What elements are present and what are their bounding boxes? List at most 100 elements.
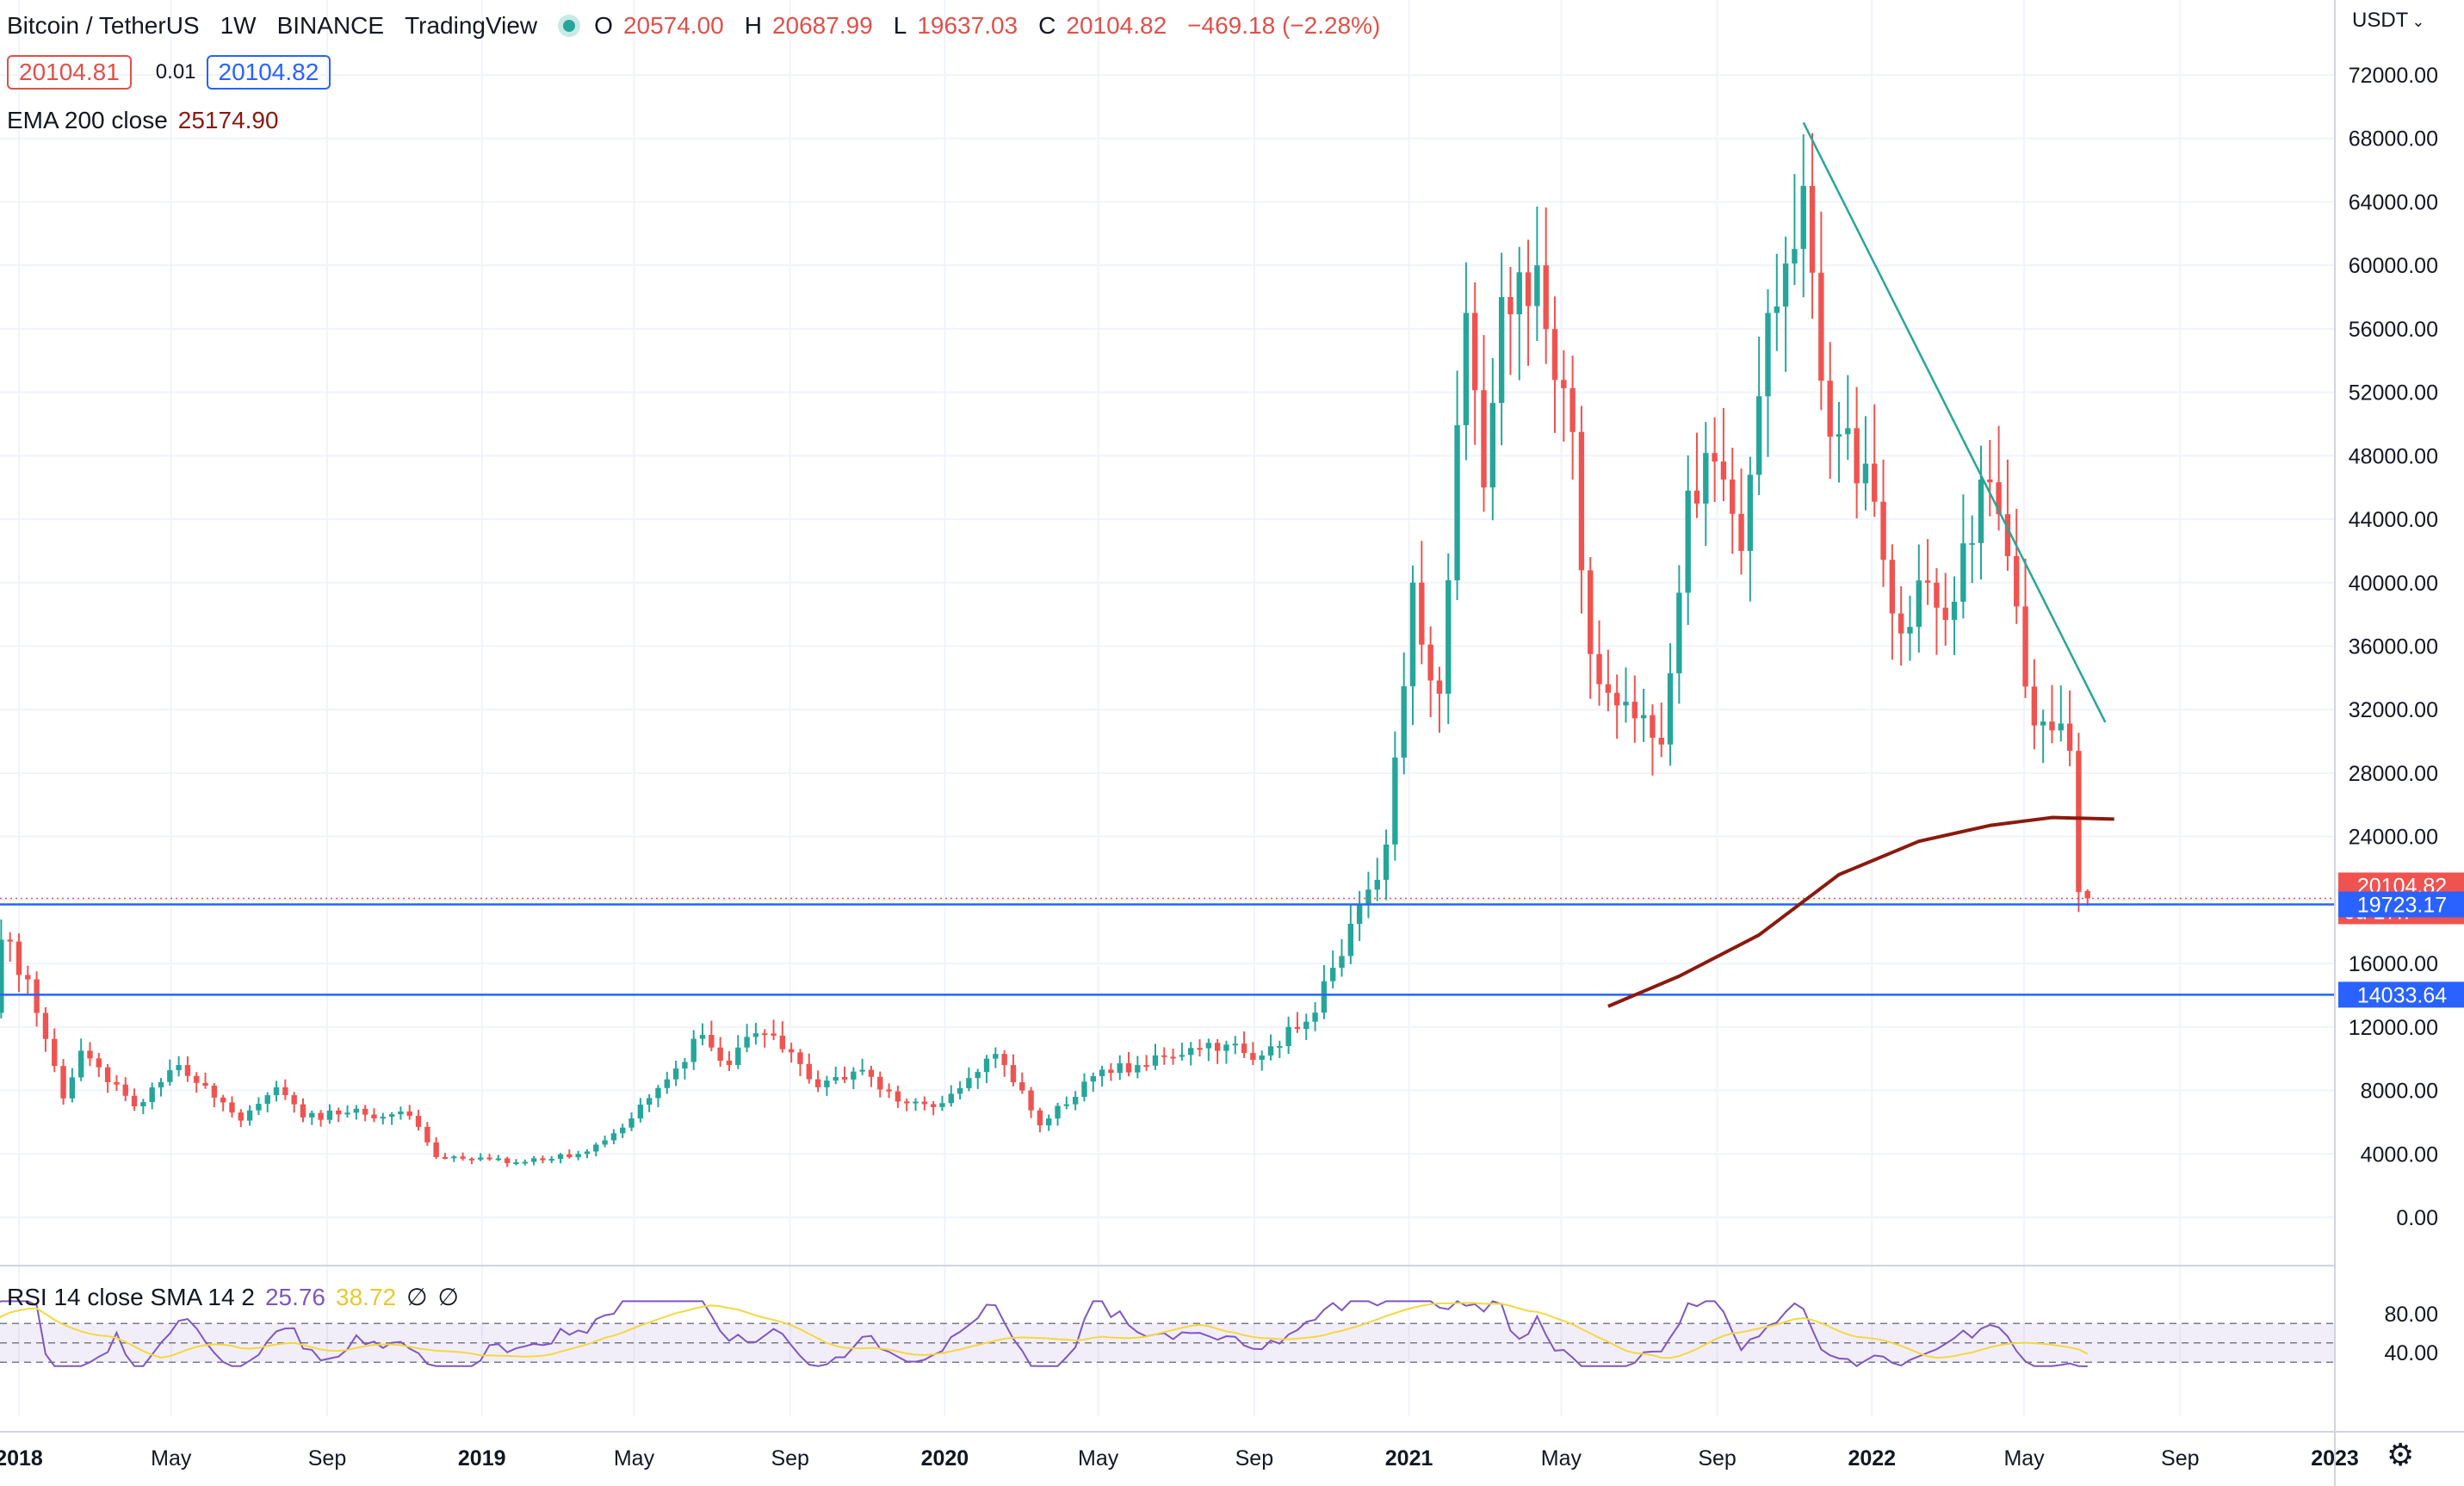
settings-gear-icon[interactable]: ⚙	[2387, 1437, 2415, 1472]
candle-body	[1436, 680, 1443, 694]
candle-body	[1108, 1069, 1114, 1074]
rsi-legend[interactable]: RSI 14 close SMA 14 2 25.76 38.72 ∅ ∅	[7, 1283, 469, 1311]
price-tick-label: 48000.00	[2349, 444, 2438, 468]
ask-button[interactable]: 20104.82	[206, 55, 331, 90]
price-tick-label: 72000.00	[2349, 64, 2438, 88]
candle-body	[131, 1095, 138, 1106]
candle-body	[1001, 1054, 1007, 1066]
time-tick-label: May	[1541, 1446, 1582, 1471]
candle-body	[158, 1081, 164, 1088]
candle-body	[788, 1049, 795, 1053]
candle-body	[1551, 329, 1558, 381]
candle-body	[877, 1076, 883, 1090]
ema-legend[interactable]: EMA 200 close 25174.90	[7, 107, 289, 134]
candle-body	[1170, 1056, 1176, 1059]
candle-body	[1969, 542, 1975, 545]
candle-body	[1046, 1118, 1052, 1126]
candle-body	[1454, 424, 1460, 580]
time-tick-label: 2018	[0, 1446, 43, 1471]
candle-body	[1942, 607, 1948, 621]
candle-body	[1312, 1012, 1318, 1022]
candle-body	[1631, 702, 1638, 719]
candle-body	[948, 1093, 954, 1104]
candle-body	[495, 1158, 502, 1161]
candle-body	[1143, 1065, 1149, 1068]
price-tick-label: 56000.00	[2349, 318, 2438, 342]
candle-body	[291, 1095, 297, 1105]
candle-body	[2031, 686, 2038, 726]
candle-body	[1880, 501, 1886, 560]
candle-body	[1330, 968, 1336, 981]
candle-body	[726, 1060, 733, 1066]
candle-body	[602, 1140, 608, 1145]
candle-body	[993, 1054, 999, 1059]
candle-body	[1747, 474, 1754, 551]
time-tick-label: May	[614, 1446, 655, 1471]
candle-body	[771, 1033, 777, 1036]
symbol-legend[interactable]: Bitcoin / TetherUS 1W BINANCE TradingVie…	[7, 12, 1390, 40]
data-source: TradingView	[405, 12, 538, 39]
ohlc-low: L 19637.03	[893, 12, 1018, 39]
candle-body	[593, 1144, 599, 1152]
ema-label: EMA 200 close	[7, 107, 168, 133]
price-tick-label: 32000.00	[2349, 698, 2438, 722]
candle-body	[326, 1110, 333, 1120]
rsi-label: RSI 14 close SMA 14 2	[7, 1283, 255, 1310]
candle-body	[1650, 715, 1656, 738]
candle-body	[176, 1065, 182, 1071]
candle-body	[442, 1156, 449, 1159]
spread-value: 0.01	[155, 60, 196, 84]
ema-200-line	[1607, 815, 2114, 1008]
candle-body	[1588, 570, 1594, 654]
candle-body	[1401, 686, 1407, 758]
candle-body	[1934, 582, 1940, 608]
candle-body	[2022, 606, 2028, 687]
candle-body	[318, 1112, 324, 1120]
candle-body	[548, 1158, 554, 1161]
candle-body	[2084, 890, 2090, 899]
candle-body	[380, 1117, 386, 1119]
candle-body	[1640, 715, 1647, 719]
candle-body	[1987, 479, 1993, 483]
candle-body	[983, 1058, 990, 1073]
candle-body	[1613, 692, 1620, 706]
candle-body	[904, 1101, 910, 1104]
candle-body	[264, 1095, 270, 1105]
candle-body	[371, 1114, 377, 1119]
candle-body	[1419, 582, 1425, 645]
candle-body	[1125, 1062, 1132, 1073]
candle-body	[655, 1087, 661, 1099]
bid-button[interactable]: 20104.81	[7, 55, 132, 90]
candle-body	[406, 1111, 412, 1117]
candle-body	[699, 1035, 706, 1039]
candle-body	[77, 1050, 84, 1078]
candle-body	[1996, 482, 2002, 515]
candles-series	[0, 133, 2090, 1167]
time-tick-label: 2020	[921, 1446, 969, 1471]
candle-body	[1516, 272, 1522, 314]
candle-body	[1765, 313, 1771, 397]
candle-body	[762, 1033, 768, 1036]
candle-body	[575, 1154, 581, 1158]
candle-body	[1161, 1055, 1167, 1057]
candle-body	[140, 1102, 146, 1106]
candle-body	[530, 1158, 537, 1162]
candle-body	[1259, 1056, 1265, 1060]
candle-body	[211, 1086, 218, 1098]
interval[interactable]: 1W	[220, 12, 257, 39]
currency-selector[interactable]: USDT ⌄	[2352, 9, 2425, 32]
candle-body	[1463, 313, 1470, 425]
candle-body	[797, 1052, 803, 1064]
exchange: BINANCE	[276, 12, 385, 39]
na-value-2: ∅	[437, 1284, 459, 1310]
candle-body	[1827, 381, 1833, 437]
candle-body	[1152, 1055, 1159, 1066]
candle-body	[895, 1091, 901, 1102]
candle-body	[96, 1058, 102, 1068]
candle-body	[1800, 186, 1806, 250]
candle-body	[2049, 721, 2055, 731]
rsi-line	[0, 1300, 2088, 1368]
candle-body	[709, 1035, 715, 1048]
